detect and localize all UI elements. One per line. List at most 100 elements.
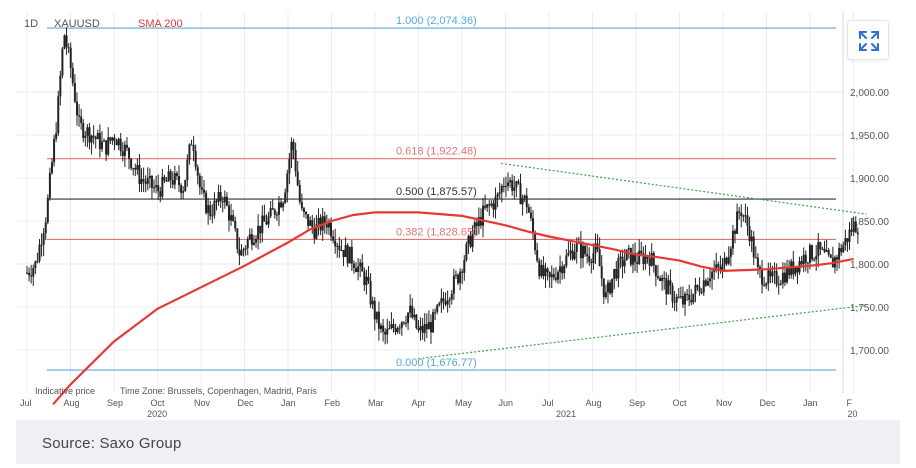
symbol-label[interactable]: XAUUSD xyxy=(54,18,100,30)
candle-body xyxy=(590,261,593,263)
candle-body xyxy=(73,83,76,102)
candle-body xyxy=(444,301,447,305)
candle-body xyxy=(679,296,682,298)
x-tick-label: Apr xyxy=(412,398,426,408)
candle-body xyxy=(721,264,724,270)
candle-body xyxy=(663,277,666,279)
candle-body xyxy=(652,252,655,266)
candle-body xyxy=(402,322,405,324)
candle-body xyxy=(248,234,251,240)
candle-body xyxy=(781,272,784,284)
candle-body xyxy=(148,175,151,179)
candle-body xyxy=(121,151,124,156)
candle-body xyxy=(432,312,435,333)
candle-body xyxy=(729,248,732,257)
candle-body xyxy=(429,322,432,333)
candle-body xyxy=(400,322,403,328)
candle-body xyxy=(340,250,343,252)
candle-body xyxy=(752,236,755,258)
candle-body xyxy=(754,257,757,259)
candle-body xyxy=(640,250,643,254)
candle-body xyxy=(719,267,722,270)
candle-body xyxy=(442,298,445,302)
candle-body xyxy=(63,35,66,49)
candle-body xyxy=(434,311,437,313)
candle-body xyxy=(180,185,183,193)
candle-body xyxy=(192,144,195,151)
candle-body xyxy=(103,140,106,142)
candle-body xyxy=(207,205,210,214)
candle-body xyxy=(40,244,43,246)
candle-body xyxy=(336,245,339,247)
candle-body xyxy=(361,262,364,272)
candle-body xyxy=(627,247,630,250)
candle-body xyxy=(575,243,578,252)
candle-body xyxy=(711,271,714,279)
y-tick-label: 1,700.00 xyxy=(850,346,889,357)
candle-body xyxy=(71,67,74,84)
candle-body xyxy=(827,250,830,255)
candle-body xyxy=(565,255,568,266)
fullscreen-button[interactable] xyxy=(847,20,889,60)
trendline-lower xyxy=(418,304,867,360)
candle-body xyxy=(238,249,241,256)
candle-body xyxy=(130,158,133,169)
candle-body xyxy=(338,245,341,251)
candle-body xyxy=(277,202,280,215)
candle-body xyxy=(475,222,478,227)
candle-body xyxy=(579,242,582,259)
candle-body xyxy=(134,168,137,170)
fib-level-label: 0.618 (1,922.48) xyxy=(396,146,477,158)
candle-body xyxy=(436,305,439,312)
candle-body xyxy=(86,127,89,136)
candle-body xyxy=(138,164,141,184)
candle-body xyxy=(59,75,62,97)
candle-body xyxy=(534,233,537,251)
candle-body xyxy=(404,322,407,324)
candle-body xyxy=(234,220,237,229)
candle-body xyxy=(715,264,718,270)
candle-body xyxy=(46,197,49,223)
candle-body xyxy=(713,269,716,272)
candle-body xyxy=(700,292,703,294)
candle-body xyxy=(731,230,734,249)
candle-body xyxy=(100,141,103,150)
candle-body xyxy=(808,245,811,263)
candle-body xyxy=(527,207,530,213)
candle-body xyxy=(609,282,612,294)
x-tick-label: Sep xyxy=(629,398,645,408)
candle-body xyxy=(846,238,849,242)
x-tick-label: Aug xyxy=(64,398,80,408)
candle-body xyxy=(411,305,414,318)
candle-body xyxy=(69,47,72,68)
sma-legend-label[interactable]: SMA 200 xyxy=(138,18,183,30)
candle-body xyxy=(325,224,328,228)
x-tick-label: Jun xyxy=(499,398,514,408)
candle-body xyxy=(167,171,170,182)
candle-body xyxy=(330,222,333,237)
candle-body xyxy=(230,215,233,221)
candle-body xyxy=(817,242,820,257)
x-tick-label: Oct xyxy=(151,398,166,408)
candle-body xyxy=(813,259,816,261)
candle-body xyxy=(421,326,424,333)
candle-body xyxy=(509,180,512,183)
candle-body xyxy=(232,215,235,221)
candle-body xyxy=(184,179,187,192)
candle-body xyxy=(32,268,35,277)
candle-body xyxy=(223,196,226,203)
candle-body xyxy=(738,211,741,213)
candle-body xyxy=(384,331,387,335)
candle-body xyxy=(617,258,620,279)
candle-body xyxy=(525,195,528,208)
candle-body xyxy=(425,323,428,330)
candle-body xyxy=(536,250,539,261)
candle-body xyxy=(461,271,464,273)
candle-body xyxy=(78,115,81,117)
candle-body xyxy=(263,215,266,222)
candle-body xyxy=(844,238,847,246)
candle-body xyxy=(546,268,549,272)
candle-body xyxy=(463,259,466,273)
candle-body xyxy=(198,175,201,188)
